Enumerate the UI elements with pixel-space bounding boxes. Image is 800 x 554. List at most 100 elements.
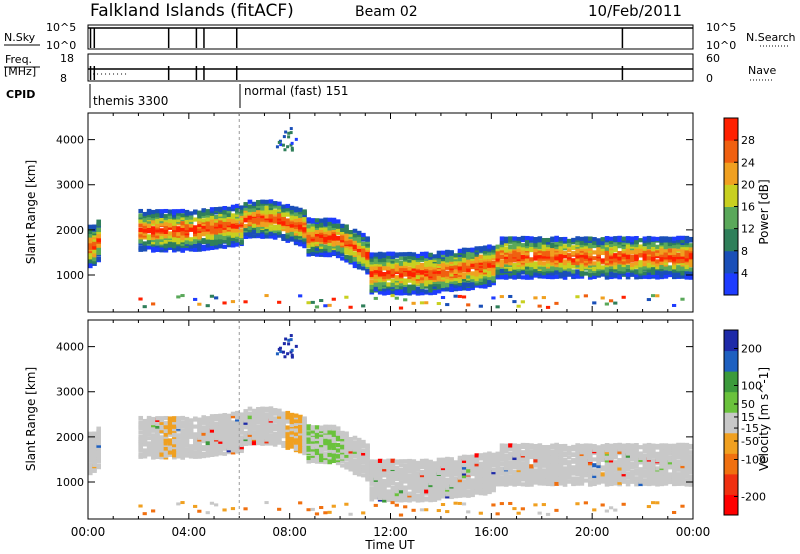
velocity-cell xyxy=(419,469,425,475)
velocity-cell xyxy=(470,480,475,485)
power-cell xyxy=(487,263,492,268)
velocity-cell xyxy=(524,464,530,469)
power-cell xyxy=(470,251,475,256)
velocity-cell xyxy=(302,448,307,454)
velocity-cell xyxy=(671,475,677,480)
velocity-cell xyxy=(642,445,648,451)
power-cell xyxy=(575,236,580,241)
power-cell xyxy=(428,252,433,257)
velocity-cell xyxy=(264,406,270,411)
velocity-cell xyxy=(596,450,601,455)
power-cell xyxy=(655,248,660,253)
velocity-cell xyxy=(445,456,450,461)
velocity-cell xyxy=(453,486,459,491)
power-cell xyxy=(163,208,169,214)
power-cell xyxy=(184,240,190,245)
velocity-cell xyxy=(625,479,631,484)
velocity-cell xyxy=(184,433,190,438)
velocity-cell xyxy=(319,449,324,454)
velocity-cell xyxy=(382,498,387,503)
power-cell xyxy=(596,248,601,253)
power-cell xyxy=(545,305,551,309)
velocity-cell xyxy=(251,425,257,430)
power-cell xyxy=(487,247,492,252)
velocity-cell xyxy=(386,458,391,463)
power-cell xyxy=(310,232,316,237)
power-cell xyxy=(180,238,186,243)
velocity-cell xyxy=(230,420,236,425)
velocity-cell xyxy=(352,440,358,445)
velocity-cell xyxy=(428,467,433,473)
power-cell xyxy=(155,245,160,251)
power-cell xyxy=(382,264,387,269)
velocity-cell xyxy=(197,509,202,513)
velocity-cell xyxy=(377,467,383,472)
power-cell xyxy=(503,236,509,241)
velocity-cell xyxy=(285,427,291,433)
power-cell xyxy=(499,263,505,268)
velocity-cell xyxy=(352,451,358,457)
velocity-cell xyxy=(474,472,480,477)
power-cell xyxy=(453,269,459,275)
velocity-cell xyxy=(529,445,534,450)
velocity-cell xyxy=(96,426,102,431)
velocity-cell xyxy=(323,511,328,515)
velocity-cell xyxy=(283,355,287,359)
velocity-cell xyxy=(167,432,173,437)
power-cell xyxy=(268,220,274,225)
power-cell xyxy=(268,226,274,231)
velocity-cell xyxy=(386,461,391,466)
power-cell xyxy=(356,253,362,258)
power-cell xyxy=(235,242,240,247)
velocity-cell xyxy=(436,457,442,462)
power-cell xyxy=(327,234,333,239)
velocity-cell xyxy=(487,482,492,488)
velocity-cell xyxy=(579,460,585,465)
power-cell xyxy=(499,259,505,264)
velocity-cell xyxy=(361,448,366,453)
velocity-cell xyxy=(550,468,555,473)
velocity-cell xyxy=(655,458,660,463)
velocity-cell xyxy=(394,465,400,470)
power-cell xyxy=(356,230,362,236)
velocity-cell xyxy=(604,447,610,453)
power-cell xyxy=(251,234,257,239)
power-cell xyxy=(88,261,93,266)
velocity-cell xyxy=(138,504,143,508)
power-cell xyxy=(302,233,307,238)
power-cell xyxy=(415,268,421,273)
power-cell xyxy=(373,252,379,257)
power-cell xyxy=(407,258,412,263)
power-cell xyxy=(361,266,366,271)
power-cell xyxy=(608,254,614,259)
velocity-cell xyxy=(671,472,677,477)
power-cell xyxy=(655,273,660,278)
power-cell xyxy=(625,244,631,249)
power-cell xyxy=(415,264,421,269)
power-cell xyxy=(634,261,639,266)
velocity-cell xyxy=(596,472,601,477)
velocity-cell xyxy=(554,508,559,512)
power-cell xyxy=(667,253,673,258)
power-cell xyxy=(172,241,177,246)
velocity-cell xyxy=(356,450,362,456)
velocity-cell xyxy=(529,443,534,448)
power-cell xyxy=(138,223,144,228)
velocity-cell xyxy=(314,459,320,464)
velocity-cell xyxy=(684,457,690,462)
power-cell xyxy=(634,235,639,241)
power-cell xyxy=(512,263,517,268)
velocity-cell xyxy=(512,477,517,483)
velocity-cell xyxy=(319,451,324,456)
velocity-cell xyxy=(445,469,450,474)
velocity-cell xyxy=(222,412,228,418)
velocity-cell xyxy=(264,441,270,446)
velocity-cell xyxy=(566,455,572,460)
velocity-cell xyxy=(159,455,165,460)
power-cell xyxy=(554,255,559,260)
velocity-cell xyxy=(398,459,404,464)
velocity-cell xyxy=(327,457,333,462)
power-cell xyxy=(667,265,673,270)
power-cell xyxy=(138,230,144,235)
power-cell xyxy=(146,243,152,249)
